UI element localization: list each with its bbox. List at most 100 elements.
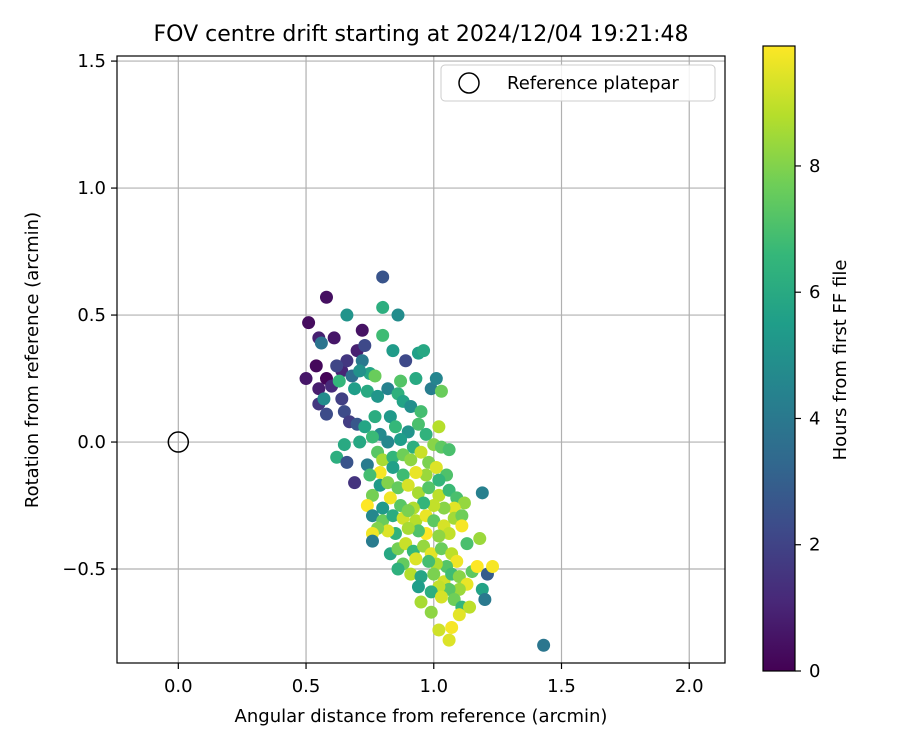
scatter-point xyxy=(394,433,408,447)
scatter-point xyxy=(424,605,438,619)
scatter-point xyxy=(463,600,477,614)
scatter-point xyxy=(414,405,428,419)
scatter-point xyxy=(411,580,425,594)
scatter-point xyxy=(434,542,448,556)
scatter-point xyxy=(401,478,415,492)
scatter-point xyxy=(442,526,456,540)
scatter-point xyxy=(358,339,372,353)
scatter-point xyxy=(368,369,382,383)
scatter-point xyxy=(475,486,489,500)
scatter-point xyxy=(317,392,331,406)
scatter-point xyxy=(363,468,377,482)
legend-box xyxy=(440,64,716,102)
scatter-point xyxy=(427,514,441,528)
scatter-point xyxy=(365,430,379,444)
scatter-point xyxy=(358,420,372,434)
scatter-point xyxy=(376,453,390,467)
scatter-point xyxy=(452,608,466,622)
x-tick-label: 2.0 xyxy=(675,676,704,697)
colorbar-tick-label: 6 xyxy=(809,282,820,303)
scatter-point xyxy=(312,382,326,396)
plot-area xyxy=(116,55,726,664)
y-tick-label: 1.0 xyxy=(77,178,106,199)
scatter-point xyxy=(427,499,441,513)
scatter-point xyxy=(457,496,471,510)
scatter-point xyxy=(429,372,443,386)
scatter-point xyxy=(455,519,469,533)
scatter-point xyxy=(399,354,413,368)
scatter-point xyxy=(478,593,492,607)
scatter-point xyxy=(365,488,379,502)
legend-marker xyxy=(458,72,480,94)
scatter-point xyxy=(401,521,415,535)
x-tick-label: 0.0 xyxy=(164,676,193,697)
scatter-point xyxy=(424,585,438,599)
scatter-point xyxy=(388,420,402,434)
scatter-point xyxy=(409,466,423,480)
scatter-point xyxy=(340,354,354,368)
chart-title: FOV centre drift starting at 2024/12/04 … xyxy=(154,22,689,47)
scatter-point xyxy=(353,364,367,378)
x-tick-label: 0.5 xyxy=(292,676,321,697)
scatter-point xyxy=(417,496,431,510)
scatter-point xyxy=(330,450,344,464)
x-tick-label: 1.0 xyxy=(419,676,448,697)
scatter-point xyxy=(486,559,500,573)
scatter-point xyxy=(365,534,379,548)
scatter-point xyxy=(450,554,464,568)
scatter-point xyxy=(332,374,346,388)
scatter-point xyxy=(314,336,328,350)
scatter-point xyxy=(360,384,374,398)
scatter-point xyxy=(360,499,374,513)
scatter-point xyxy=(409,372,423,386)
scatter-point xyxy=(355,354,369,368)
scatter-point xyxy=(427,567,441,581)
scatter-point xyxy=(337,438,351,452)
reference-marker xyxy=(167,431,190,453)
scatter-point xyxy=(404,399,418,413)
scatter-point xyxy=(470,559,484,573)
scatter-point xyxy=(376,270,390,284)
y-tick-label: −0.5 xyxy=(62,559,106,580)
scatter-point xyxy=(386,509,400,523)
scatter-point xyxy=(340,455,354,469)
scatter-point xyxy=(386,450,400,464)
x-axis-label: Angular distance from reference (arcmin) xyxy=(235,706,608,727)
scatter-point xyxy=(330,359,344,373)
scatter-point xyxy=(376,300,390,314)
colorbar: 0 2 4 6 8 Hours from first FF file xyxy=(762,45,851,682)
colorbar-tick-label: 8 xyxy=(809,156,820,177)
scatter-point xyxy=(376,328,390,342)
scatter-point xyxy=(348,476,362,490)
scatter-point xyxy=(411,524,425,538)
scatter-point xyxy=(348,382,362,396)
colorbar-tick-label: 4 xyxy=(809,408,820,429)
y-tick-label: 0.5 xyxy=(77,305,106,326)
scatter-point xyxy=(396,468,410,482)
scatter-point xyxy=(302,316,316,330)
scatter-point xyxy=(391,562,405,576)
scatter-point xyxy=(455,509,469,523)
scatter-point xyxy=(373,466,387,480)
scatter-point xyxy=(419,468,433,482)
scatter-point xyxy=(337,405,351,419)
scatter-point xyxy=(414,445,428,459)
scatter-point xyxy=(355,323,369,337)
scatter-point xyxy=(411,486,425,500)
scatter-point xyxy=(327,331,341,345)
scatter-point xyxy=(414,570,428,584)
scatter-point xyxy=(442,633,456,647)
scatter-point xyxy=(309,359,323,373)
scatter-point xyxy=(394,374,408,388)
scatter-point xyxy=(417,344,431,358)
scatter-point xyxy=(365,509,379,523)
x-axis: 0.0 0.5 1.0 1.5 2.0 xyxy=(164,663,704,697)
axes-frame xyxy=(116,55,726,664)
scatter-point xyxy=(381,435,395,449)
scatter-point xyxy=(452,582,466,596)
y-tick-label: 1.5 xyxy=(77,51,106,72)
scatter-point xyxy=(460,537,474,551)
scatter-point xyxy=(434,590,448,604)
scatter-point xyxy=(422,554,436,568)
